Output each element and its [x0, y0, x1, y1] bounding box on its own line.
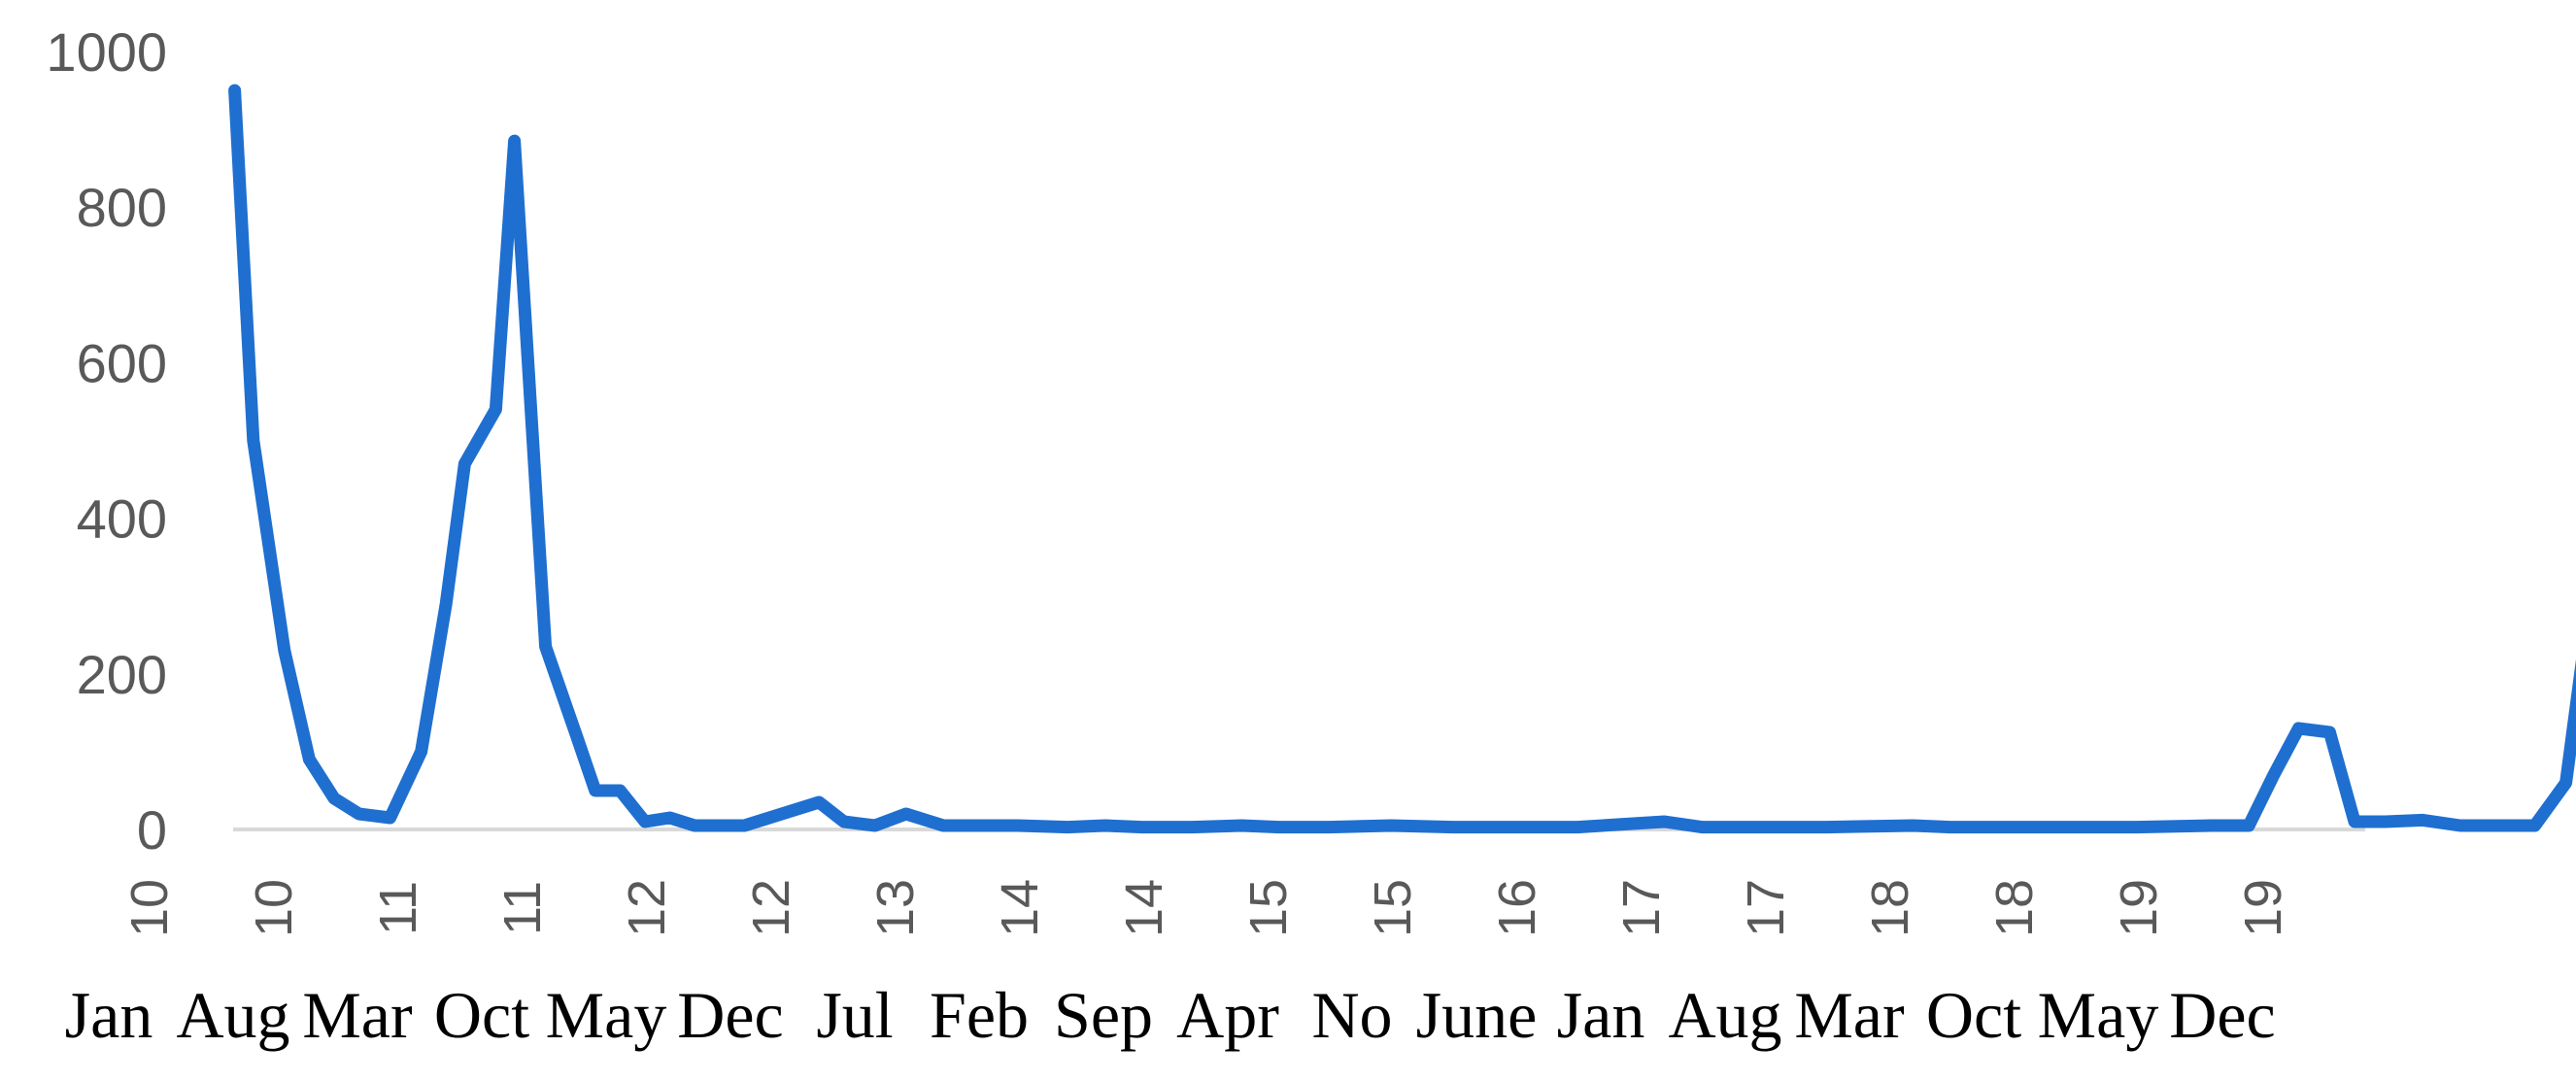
x-tick-year-label: 19	[2110, 879, 2168, 937]
y-tick-label: 800	[77, 177, 167, 238]
x-tick-year-label: 13	[866, 879, 925, 937]
x-tick-year-label: 11	[493, 881, 552, 935]
y-tick-label: 200	[77, 644, 167, 705]
series-line	[228, 84, 2576, 834]
x-tick-year-label: 12	[742, 879, 800, 937]
x-tick-year-label: 15	[1364, 879, 1422, 937]
x-tick-month-label: Oct	[434, 978, 529, 1052]
y-tick-label: 600	[77, 332, 167, 393]
x-tick-year-label: 11	[369, 881, 427, 935]
x-tick-year-label: 17	[1737, 879, 1795, 937]
x-tick-year-label: 18	[1985, 879, 2044, 937]
x-tick-month-label: Feb	[930, 978, 1029, 1052]
x-tick-month-label: May	[2038, 978, 2159, 1052]
x-tick-year-label: 10	[120, 879, 179, 937]
x-tick-year-label: 15	[1239, 879, 1298, 937]
x-tick-month-label: Dec	[677, 978, 783, 1052]
x-tick-month-label: June	[1416, 978, 1538, 1052]
x-tick-month-label: Oct	[1926, 978, 2021, 1052]
x-tick-month-label: Apr	[1176, 978, 1279, 1052]
x-tick-month-label: Sep	[1054, 978, 1153, 1052]
x-tick-year-label: 16	[1488, 879, 1546, 937]
y-tick-label: 1000	[46, 21, 167, 83]
x-tick-year-label: 14	[991, 879, 1049, 937]
x-tick-year-label: 18	[1861, 879, 1919, 937]
x-tick-year-label: 10	[245, 879, 303, 937]
y-tick-label: 0	[137, 799, 167, 861]
x-tick-month-label: Aug	[1668, 978, 1781, 1052]
x-tick-month-label: Jan	[1557, 978, 1645, 1052]
x-tick-month-label: Jul	[816, 978, 893, 1052]
y-tick-label: 400	[77, 489, 167, 550]
x-tick-month-label: No	[1311, 978, 1392, 1052]
x-tick-year-label: 14	[1115, 879, 1173, 937]
x-tick-year-label: 19	[2234, 879, 2292, 937]
x-tick-month-label: Aug	[176, 978, 289, 1052]
x-tick-month-label: May	[546, 978, 667, 1052]
y-axis-ticks: 1000 800 600 400 200 0	[46, 21, 167, 861]
x-tick-month-label: Mar	[1794, 978, 1905, 1052]
x-axis-ticks: 10Jan10Aug11Mar11Oct12May12Dec13Jul14Feb…	[65, 879, 2292, 1052]
x-tick-month-label: Dec	[2169, 978, 2275, 1052]
x-tick-month-label: Mar	[302, 978, 413, 1052]
x-tick-month-label: Jan	[65, 978, 153, 1052]
x-tick-year-label: 12	[618, 879, 676, 937]
x-tick-year-label: 17	[1612, 879, 1671, 937]
